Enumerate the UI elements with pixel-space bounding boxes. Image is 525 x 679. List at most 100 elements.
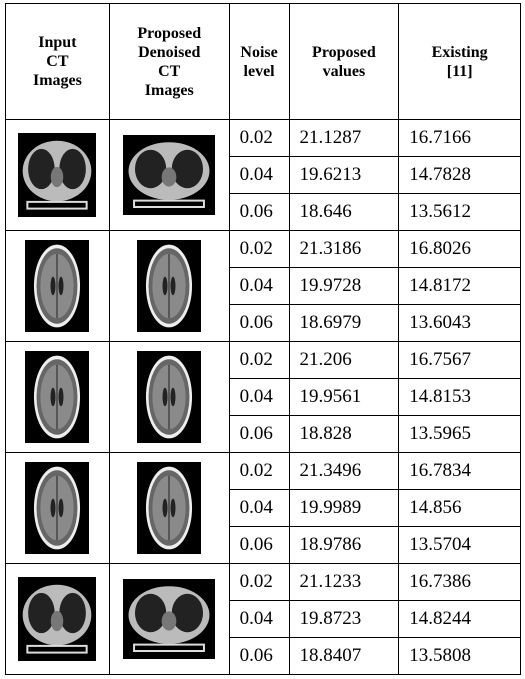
ct-image: [18, 577, 96, 661]
header-line: Denoised: [110, 43, 229, 62]
value-cell: 0.06: [229, 194, 289, 231]
value-cell: 14.8244: [399, 601, 521, 638]
input-image-cell: [6, 342, 110, 453]
scan-shape: [172, 150, 203, 188]
value-cell: 18.646: [289, 194, 399, 231]
header-line: Proposed: [290, 43, 399, 62]
ct-image: [25, 462, 89, 554]
input-image-cell: [6, 564, 110, 675]
value-cell: 18.828: [289, 416, 399, 453]
value-cell: 14.7828: [399, 157, 521, 194]
header-line: CT: [110, 62, 229, 81]
value-cell: 13.6043: [399, 305, 521, 342]
page: InputCTImagesProposedDenoisedCTImagesNoi…: [0, 0, 525, 679]
scan-shape: [162, 167, 177, 186]
value-cell: 13.5965: [399, 416, 521, 453]
value-cell: 13.5704: [399, 527, 521, 564]
ct-image: [25, 351, 89, 443]
scan-shape: [51, 499, 56, 517]
ct-image: [25, 240, 89, 332]
value-cell: 18.9786: [289, 527, 399, 564]
scan-shape: [163, 277, 168, 295]
value-cell: 14.8153: [399, 379, 521, 416]
column-header: Existing[11]: [399, 4, 521, 120]
input-image-cell: [6, 120, 110, 231]
value-cell: 0.02: [229, 342, 289, 379]
scan-shape: [60, 149, 87, 189]
value-cell: 19.9989: [289, 490, 399, 527]
scan-shape: [163, 388, 168, 406]
ct-image: [137, 462, 201, 554]
header-line: CT: [6, 52, 109, 71]
value-cell: 0.06: [229, 638, 289, 675]
scan-shape: [171, 277, 176, 295]
value-cell: 13.5808: [399, 638, 521, 675]
value-cell: 21.1233: [289, 564, 399, 601]
value-cell: 21.206: [289, 342, 399, 379]
scan-shape: [172, 594, 203, 632]
value-cell: 18.6979: [289, 305, 399, 342]
scan-shape: [29, 593, 56, 633]
header-line: Images: [110, 81, 229, 100]
value-cell: 16.7834: [399, 453, 521, 490]
value-cell: 0.04: [229, 157, 289, 194]
value-cell: 16.7386: [399, 564, 521, 601]
value-cell: 16.8026: [399, 231, 521, 268]
value-cell: 0.04: [229, 379, 289, 416]
value-cell: 0.04: [229, 490, 289, 527]
header-line: Noise: [230, 43, 289, 62]
denoised-image-cell: [109, 120, 229, 231]
scan-shape: [59, 388, 64, 406]
value-cell: 0.02: [229, 120, 289, 157]
ct-image: [18, 133, 96, 217]
scan-shape: [59, 277, 64, 295]
scan-shape: [162, 611, 177, 630]
header-line: [11]: [399, 62, 520, 81]
value-cell: 21.3186: [289, 231, 399, 268]
scan-shape: [135, 150, 166, 188]
scan-shape: [171, 499, 176, 517]
value-cell: 16.7166: [399, 120, 521, 157]
scan-shape: [29, 149, 56, 189]
scan-shape: [51, 388, 56, 406]
value-cell: 0.06: [229, 527, 289, 564]
value-cell: 18.8407: [289, 638, 399, 675]
header-line: Images: [6, 71, 109, 90]
scan-shape: [135, 594, 166, 632]
value-cell: 0.06: [229, 305, 289, 342]
scan-shape: [51, 277, 56, 295]
input-image-cell: [6, 453, 110, 564]
ct-image: [123, 579, 215, 659]
scan-shape: [59, 499, 64, 517]
column-header: Noiselevel: [229, 4, 289, 120]
header-line: Input: [6, 33, 109, 52]
column-header: InputCTImages: [6, 4, 110, 120]
value-cell: 21.3496: [289, 453, 399, 490]
ct-image: [123, 135, 215, 215]
value-cell: 0.02: [229, 564, 289, 601]
ct-image: [137, 351, 201, 443]
scan-shape: [163, 499, 168, 517]
value-cell: 19.9728: [289, 268, 399, 305]
denoised-image-cell: [109, 453, 229, 564]
value-cell: 19.9561: [289, 379, 399, 416]
scan-shape: [51, 167, 63, 187]
header-line: Proposed: [110, 24, 229, 43]
value-cell: 14.8172: [399, 268, 521, 305]
value-cell: 0.02: [229, 453, 289, 490]
denoised-image-cell: [109, 564, 229, 675]
value-cell: 0.04: [229, 601, 289, 638]
value-cell: 21.1287: [289, 120, 399, 157]
denoised-image-cell: [109, 231, 229, 342]
scan-shape: [51, 611, 63, 631]
value-cell: 0.06: [229, 416, 289, 453]
